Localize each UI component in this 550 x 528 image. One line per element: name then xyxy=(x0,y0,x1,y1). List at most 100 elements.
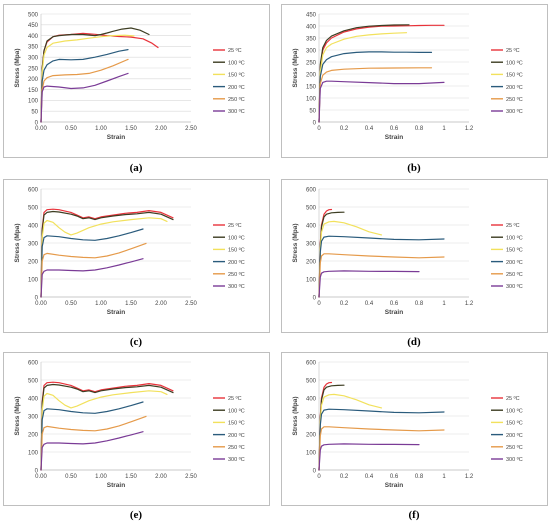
y-tick-label: 100 xyxy=(28,277,39,283)
x-tick-label: 2.00 xyxy=(155,301,167,307)
y-tick-label: 400 xyxy=(28,34,39,40)
x-tick-label: 0.6 xyxy=(390,126,399,132)
legend-entry-25: 25 ºC xyxy=(228,47,242,54)
panel-label: (c) xyxy=(130,336,143,348)
y-tick-label: 600 xyxy=(28,360,39,366)
x-tick-label: 1.50 xyxy=(125,126,137,132)
legend-entry-250: 250 ºC xyxy=(228,271,245,278)
x-tick-label: 1.00 xyxy=(95,474,107,480)
x-tick-label: 1.50 xyxy=(125,474,137,480)
legend-entry-300: 300 ºC xyxy=(228,456,245,463)
legend-entry-25: 25 ºC xyxy=(506,395,520,402)
x-tick-label: 1.2 xyxy=(465,126,474,132)
x-tick-label: 2.00 xyxy=(155,474,167,480)
legend-entry-100: 100 ºC xyxy=(506,234,523,241)
y-tick-label: 500 xyxy=(28,378,39,384)
legend-entry-300: 300 ºC xyxy=(506,108,523,115)
y-tick-label: 300 xyxy=(28,414,39,420)
chart-panel-d: 0 100 200 300 400 500 600 0 0.2 0.4 0.6 0.8 1 1.2 Stra… xyxy=(281,179,548,348)
y-tick-label: 500 xyxy=(28,205,39,211)
legend-entry-150: 150 ºC xyxy=(506,247,523,254)
x-tick-label: 1 xyxy=(442,301,446,307)
y-axis-title: Stress (Mpa) xyxy=(292,396,299,435)
series-line-150 xyxy=(318,393,383,471)
legend-entry-200: 200 ºC xyxy=(506,259,523,266)
panel-frame xyxy=(3,352,270,506)
y-tick-label: 150 xyxy=(28,88,39,94)
x-tick-label: 2.50 xyxy=(185,474,197,480)
panel-label: (e) xyxy=(130,509,143,521)
y-tick-label: 0 xyxy=(313,295,317,301)
x-axis-title: Strain xyxy=(385,134,403,141)
y-tick-label: 300 xyxy=(306,241,317,247)
y-axis-title: Stress (Mpa) xyxy=(292,223,299,262)
legend-entry-250: 250 ºC xyxy=(228,96,245,103)
x-tick-label: 2.50 xyxy=(185,126,197,132)
series-line-300 xyxy=(40,258,144,298)
series-line-300 xyxy=(318,80,445,123)
y-tick-label: 50 xyxy=(309,108,316,114)
x-tick-label: 0.2 xyxy=(340,474,349,480)
legend-entry-250: 250 ºC xyxy=(228,444,245,451)
legend-entry-250: 250 ºC xyxy=(506,96,523,103)
y-tick-label: 250 xyxy=(28,66,39,72)
x-axis-title: Strain xyxy=(107,482,125,489)
y-tick-label: 350 xyxy=(28,45,39,51)
x-tick-label: 0 xyxy=(317,126,321,132)
x-axis-title: Strain xyxy=(385,482,403,489)
y-tick-label: 600 xyxy=(306,360,317,366)
chart-panel-a: 0 50 100 150 200 250 300 350 400 450 500 0.00 0.50 1.… xyxy=(3,4,270,174)
x-tick-label: 0.6 xyxy=(390,301,399,307)
legend-entry-25: 25 ºC xyxy=(228,395,242,402)
legend-entry-150: 150 ºC xyxy=(228,420,245,427)
panel-label: (b) xyxy=(407,162,421,174)
series-line-25 xyxy=(318,24,445,123)
legend-entry-250: 250 ºC xyxy=(506,444,523,451)
legend-entry-300: 300 ºC xyxy=(228,283,245,290)
series-line-25 xyxy=(40,381,174,471)
legend-entry-100: 100 ºC xyxy=(228,407,245,414)
y-tick-label: 200 xyxy=(306,259,317,265)
chart-panel-c: 0 100 200 300 400 500 600 0.00 0.50 1.00 1.50 2.00 2… xyxy=(3,179,270,348)
y-tick-label: 0 xyxy=(313,468,317,474)
y-tick-label: 0 xyxy=(35,120,39,126)
x-tick-label: 0.50 xyxy=(65,474,77,480)
legend-entry-150: 150 ºC xyxy=(506,72,523,79)
series-line-250 xyxy=(40,58,129,123)
legend-entry-25: 25 ºC xyxy=(228,222,242,229)
y-tick-label: 300 xyxy=(306,414,317,420)
x-axis-title: Strain xyxy=(107,134,125,141)
y-tick-label: 250 xyxy=(306,60,317,66)
x-tick-label: 0.00 xyxy=(35,126,47,132)
panel-frame xyxy=(3,4,270,158)
series-line-150 xyxy=(318,32,408,123)
legend-entry-100: 100 ºC xyxy=(506,407,523,414)
y-tick-label: 450 xyxy=(28,23,39,29)
x-tick-label: 1.2 xyxy=(465,474,474,480)
y-tick-label: 600 xyxy=(306,187,317,193)
chart-panel-b: 0 50 100 150 200 250 300 350 400 450 0 0.2 0.4 0.6 0.8… xyxy=(281,4,548,174)
y-tick-label: 0 xyxy=(35,468,39,474)
legend-entry-300: 300 ºC xyxy=(506,283,523,290)
series-line-250 xyxy=(40,415,147,471)
series-line-100 xyxy=(40,210,174,298)
legend-entry-25: 25 ºC xyxy=(506,222,520,229)
legend-entry-200: 200 ºC xyxy=(506,432,523,439)
series-line-200 xyxy=(40,48,129,123)
y-tick-label: 300 xyxy=(306,48,317,54)
legend-entry-200: 200 ºC xyxy=(228,432,245,439)
y-tick-label: 100 xyxy=(28,450,39,456)
x-tick-label: 1.00 xyxy=(95,301,107,307)
y-tick-label: 400 xyxy=(306,24,317,30)
x-tick-label: 2.50 xyxy=(185,301,197,307)
panel-label: (a) xyxy=(130,162,143,174)
panel-label: (f) xyxy=(409,509,420,521)
y-tick-label: 0 xyxy=(313,120,317,126)
y-tick-label: 400 xyxy=(28,223,39,229)
y-tick-label: 100 xyxy=(306,450,317,456)
x-tick-label: 0.50 xyxy=(65,126,77,132)
series-line-100 xyxy=(40,27,150,123)
series-line-100 xyxy=(40,383,174,471)
